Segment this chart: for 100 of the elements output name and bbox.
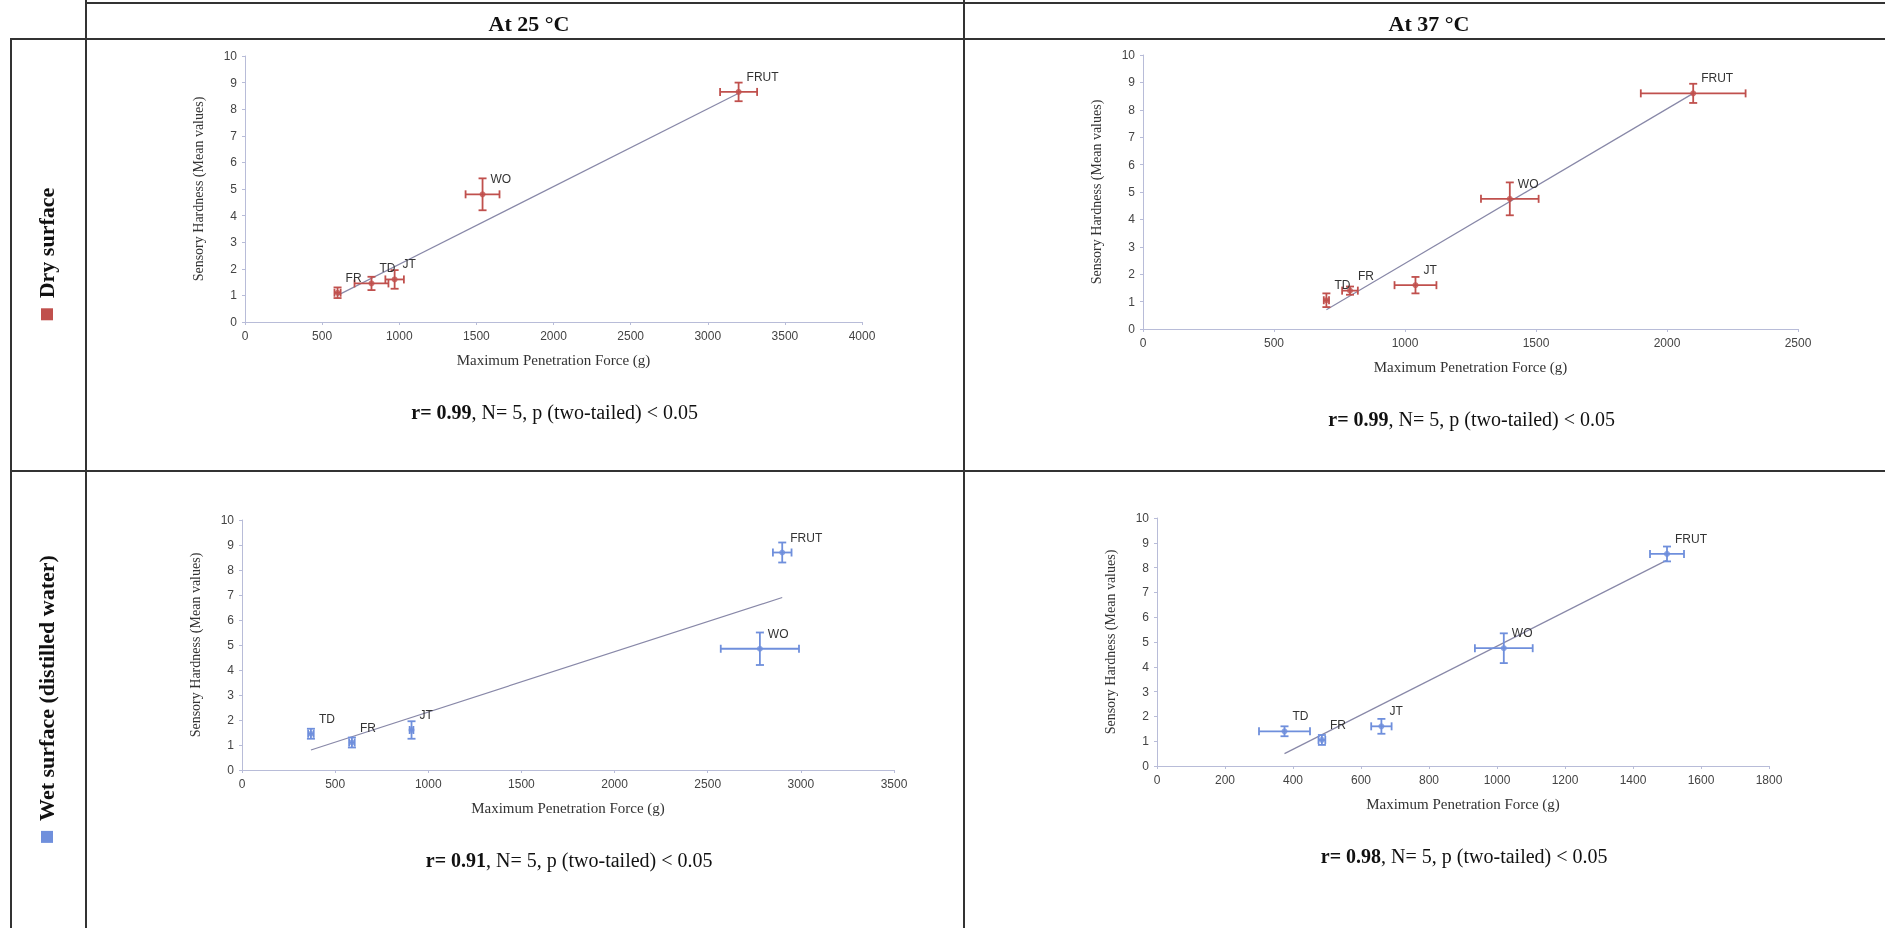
y-tick-label: 1 xyxy=(1128,294,1136,309)
x-tick-label: 1000 xyxy=(385,329,413,343)
annotation: TD xyxy=(379,261,396,276)
annotation: TD xyxy=(1334,278,1351,293)
y-tick-label: 3 xyxy=(1142,684,1150,699)
x-tick-label: 600 xyxy=(1350,773,1372,787)
x-axis-title: Maximum Penetration Force (g) xyxy=(1366,795,1560,813)
y-axis-title: Sensory Hardness (Mean values) xyxy=(191,96,207,282)
y-tick-label: 6 xyxy=(227,613,235,627)
y-tick-label: 4 xyxy=(1142,659,1150,674)
y-tick-label: 5 xyxy=(1128,185,1136,199)
x-tick-label: 3000 xyxy=(787,777,815,791)
x-tick-label: 0 xyxy=(1153,773,1161,787)
x-tick-label: 3500 xyxy=(771,329,799,343)
y-tick-label: 9 xyxy=(227,538,235,552)
point xyxy=(1500,645,1507,652)
annotation: FR xyxy=(1357,268,1375,283)
y-tick-label: 9 xyxy=(1142,535,1150,550)
y-axis-title: Sensory Hardness (Mean values) xyxy=(1089,99,1105,285)
x-tick-label: 1500 xyxy=(463,329,491,343)
point xyxy=(1664,550,1670,557)
annotation: JT xyxy=(402,257,417,272)
y-tick-label: 6 xyxy=(230,155,238,170)
text: Dry surface xyxy=(34,187,60,299)
x-tick-label: 1000 xyxy=(1391,336,1419,350)
x-axis-title: Maximum Penetration Force (g) xyxy=(471,799,665,817)
y-tick-label: 10 xyxy=(223,49,238,63)
x-tick-label: 1800 xyxy=(1755,773,1783,787)
x-tick-label: 500 xyxy=(325,777,346,791)
annotation: TD xyxy=(318,711,336,726)
annotation: FRUT xyxy=(1675,531,1708,546)
x-tick-label: 2500 xyxy=(617,329,645,343)
annotation: FRUT xyxy=(746,69,780,84)
point xyxy=(779,549,786,556)
y-tick-label: 5 xyxy=(1142,635,1150,649)
y-tick-label: 8 xyxy=(1142,560,1150,575)
y-tick-label: 9 xyxy=(230,75,238,90)
point xyxy=(368,280,375,287)
y-tick-label: 4 xyxy=(1128,212,1136,227)
x-tick-label: 500 xyxy=(1263,336,1285,350)
x-tick-label: 4000 xyxy=(848,329,876,343)
y-tick-label: 0 xyxy=(230,315,238,329)
chart-title: At 25 °C xyxy=(488,10,570,36)
y-tick-label: 4 xyxy=(230,208,238,223)
y-tick-label: 6 xyxy=(1142,610,1150,625)
y-tick-label: 5 xyxy=(230,182,238,196)
x-tick-label: 2000 xyxy=(1653,336,1681,350)
annotation: FR xyxy=(359,720,377,735)
annotation: WO xyxy=(1517,176,1539,191)
y-tick-label: 2 xyxy=(230,261,238,276)
y-tick-label: 2 xyxy=(227,713,235,727)
x-tick-label: 1400 xyxy=(1619,773,1647,787)
annotation: FR xyxy=(1329,717,1347,732)
y-tick-label: 3 xyxy=(1128,239,1136,254)
text: r= 0.98, N= 5, p (two-tailed) < 0.05 xyxy=(1320,845,1608,868)
x-axis-title: Maximum Penetration Force (g) xyxy=(1373,358,1568,376)
y-tick-label: 2 xyxy=(1142,709,1150,724)
y-tick-label: 4 xyxy=(227,663,235,677)
y-tick-label: 0 xyxy=(227,763,235,777)
x-axis-title: Maximum Penetration Force (g) xyxy=(456,351,651,369)
y-tick-label: 6 xyxy=(1128,157,1136,172)
text: r= 0.99, N= 5, p (two-tailed) < 0.05 xyxy=(411,401,699,424)
y-tick-label: 7 xyxy=(227,588,235,602)
y-tick-label: 8 xyxy=(1128,102,1136,117)
annotation: TD xyxy=(1292,709,1309,724)
chart-title: At 37 °C xyxy=(1388,10,1470,36)
x-tick-label: 1200 xyxy=(1551,773,1579,787)
x-tick-label: 1500 xyxy=(1522,336,1550,350)
x-tick-label: 1600 xyxy=(1687,773,1715,787)
y-tick-label: 2 xyxy=(1128,267,1136,282)
annotation: FRUT xyxy=(1701,71,1734,86)
point xyxy=(1412,282,1419,289)
text: r= 0.99, N= 5, p (two-tailed) < 0.05 xyxy=(1328,408,1616,431)
annotation: WO xyxy=(1511,626,1533,641)
x-tick-label: 400 xyxy=(1282,773,1304,787)
y-tick-label: 10 xyxy=(1121,48,1136,62)
y-tick-label: 0 xyxy=(1142,759,1150,773)
x-tick-label: 1500 xyxy=(508,777,536,791)
x-tick-label: 500 xyxy=(312,329,333,343)
annotation: WO xyxy=(490,172,512,187)
text: r= 0.91, N= 5, p (two-tailed) < 0.05 xyxy=(425,849,713,872)
annotation: FRUT xyxy=(790,530,823,545)
y-tick-label: 1 xyxy=(1142,734,1150,749)
y-tick-label: 10 xyxy=(220,513,235,527)
y-tick-label: 8 xyxy=(227,563,235,577)
x-tick-label: 2000 xyxy=(540,329,568,343)
y-axis-title: Sensory Hardness (Mean values) xyxy=(1103,549,1119,735)
x-tick-label: 2500 xyxy=(694,777,722,791)
x-tick-label: 2500 xyxy=(1784,336,1812,350)
annotation: FR xyxy=(345,270,362,285)
point xyxy=(1378,723,1385,730)
x-tick-label: 200 xyxy=(1214,773,1236,787)
y-tick-label: 10 xyxy=(1135,511,1150,525)
point xyxy=(756,645,763,652)
y-axis-title: Sensory Hardness (Mean values) xyxy=(188,552,204,738)
x-tick-label: 800 xyxy=(1418,773,1440,787)
annotation: JT xyxy=(1389,704,1404,719)
x-tick-label: 0 xyxy=(241,329,249,343)
x-tick-label: 3500 xyxy=(880,777,908,791)
x-tick-label: 2000 xyxy=(601,777,629,791)
